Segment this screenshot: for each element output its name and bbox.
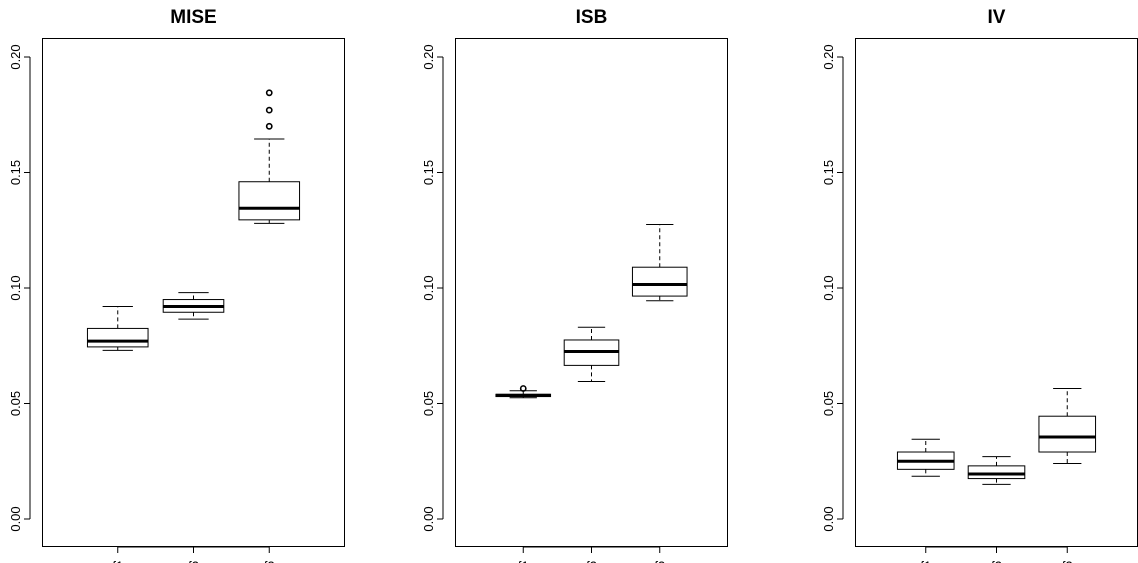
box-body: [86, 327, 149, 348]
y-tick-label: 0.15: [421, 160, 436, 185]
y-tick-label: 0.05: [8, 391, 23, 416]
box-f2: [967, 456, 1026, 485]
box-body: [238, 181, 301, 221]
x-tick-label: f3: [1062, 559, 1073, 563]
y-tick-label: 0.15: [821, 160, 836, 185]
x-tick-label: f3: [264, 559, 275, 563]
panel-1: MISE 0.00 0.05 0.10 0.15 0.20 f1 f2 f3: [8, 7, 345, 563]
chart-title: MISE: [170, 7, 216, 28]
box-body: [631, 266, 688, 297]
outlier-point: [265, 89, 273, 97]
y-tick-label: 0.05: [421, 391, 436, 416]
box-f3: [631, 223, 688, 302]
x-tick-label: f2: [188, 559, 199, 563]
y-tick-label: 0.00: [8, 506, 23, 531]
box-f1: [86, 305, 149, 351]
x-tick-label: f2: [586, 559, 597, 563]
y-tick-label: 0.00: [421, 506, 436, 531]
y-tick-label: 0.10: [8, 275, 23, 300]
y-tick-label: 0.00: [821, 506, 836, 531]
y-tick-label: 0.20: [421, 44, 436, 69]
box-body: [967, 465, 1026, 480]
y-tick-label: 0.05: [821, 391, 836, 416]
panel-3: IV 0.00 0.05 0.10 0.15 0.20 f1 f2 f3: [821, 7, 1138, 563]
y-tick-label: 0.10: [421, 275, 436, 300]
x-tick-label: f1: [518, 559, 529, 563]
box-f2: [162, 292, 225, 320]
outlier-point: [265, 106, 273, 114]
y-tick-label: 0.20: [8, 44, 23, 69]
box-f1: [896, 438, 955, 477]
chart-title: IV: [988, 7, 1006, 28]
outlier-point: [519, 385, 527, 392]
y-tick-label: 0.10: [821, 275, 836, 300]
x-tick-label: f2: [991, 559, 1002, 563]
box-f3: [1038, 387, 1097, 465]
x-tick-label: f1: [112, 559, 123, 563]
panel-2: ISB 0.00 0.05 0.10 0.15 0.20 f1 f2 f3: [421, 7, 728, 563]
x-tick-label: f1: [920, 559, 931, 563]
box-body: [1038, 415, 1097, 453]
x-tick-label: f3: [654, 559, 665, 563]
y-tick-label: 0.15: [8, 160, 23, 185]
box-f1: [495, 385, 552, 399]
y-tick-label: 0.20: [821, 44, 836, 69]
box-f2: [563, 326, 620, 383]
chart-title: ISB: [576, 7, 608, 28]
outlier-point: [265, 122, 273, 130]
box-f3: [238, 89, 301, 224]
